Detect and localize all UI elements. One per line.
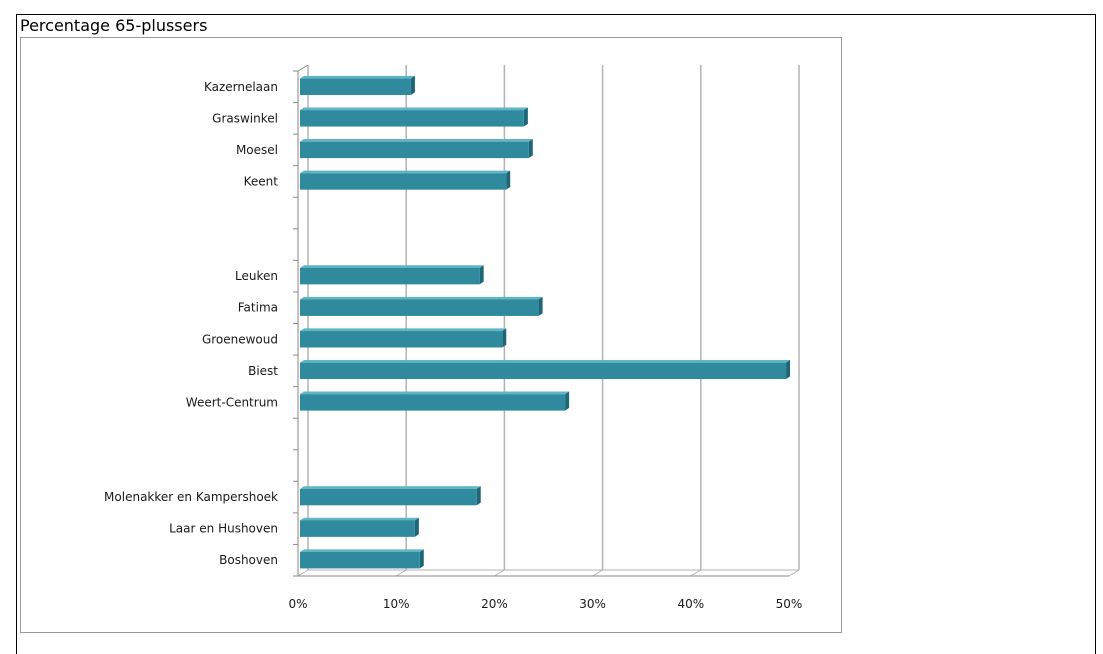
bar-end-face: [419, 549, 424, 569]
bar-top-face: [300, 391, 570, 395]
bar: [300, 520, 415, 537]
category-label: Kazernelaan: [204, 80, 278, 94]
bar-top-face: [300, 549, 424, 553]
outer-frame: [16, 14, 1096, 654]
bar: [300, 362, 787, 380]
x-tick-label: 40%: [677, 597, 704, 611]
category-label: Weert-Centrum: [186, 395, 278, 409]
floor-gridline: [592, 569, 603, 577]
bar-end-face: [565, 391, 570, 411]
bar-end-face: [538, 296, 543, 316]
category-label: Molenakker en Kampershoek: [104, 490, 278, 504]
bar: [300, 78, 411, 95]
x-tick-label: 30%: [579, 597, 606, 611]
category-label: Keent: [244, 174, 279, 188]
bar-chart: 0% 10% 20% 30% 40% 50% Kazernelaan Graswinkel Mo…: [104, 64, 803, 611]
bar-top-face: [300, 328, 507, 332]
page-caption: Percentage 65-plussers: [20, 16, 208, 35]
bar-top-face: [300, 265, 484, 268]
bar-top-face: [300, 517, 419, 521]
category-label: Moesel: [236, 143, 278, 157]
category-label: Groenewoud: [202, 332, 278, 346]
bar-end-face: [410, 75, 415, 95]
bar-top-face: [300, 359, 791, 363]
bar-top-face: [300, 75, 415, 79]
x-tick-label: 0%: [288, 597, 307, 611]
bar-top-face: [300, 170, 511, 174]
floor-gridline: [297, 569, 309, 577]
category-label: Leuken: [235, 269, 278, 283]
bar-end-face: [479, 265, 484, 285]
bar: [300, 141, 529, 159]
bar-end-face: [502, 328, 507, 348]
bar: [300, 394, 566, 411]
bar: [300, 488, 477, 506]
bar-end-face: [523, 107, 528, 127]
x-tick-label: 10%: [383, 597, 410, 611]
floor-gridline: [788, 569, 800, 577]
chart-container: 0% 10% 20% 30% 40% 50% Kazernelaan Graswinkel Mo…: [20, 37, 842, 633]
x-tick-label: 50%: [776, 597, 803, 611]
category-label: Laar en Hushoven: [169, 522, 278, 536]
category-label: Fatima: [238, 301, 278, 315]
y-axis-top-edge: [297, 64, 309, 72]
floor-gridline: [690, 569, 702, 577]
category-label: Biest: [248, 364, 278, 378]
bar: [300, 552, 420, 569]
bar-end-face: [414, 517, 419, 537]
bar-end-face: [506, 170, 511, 190]
bar: [300, 299, 539, 316]
bar: [300, 267, 480, 285]
bar-top-face: [300, 486, 481, 489]
bar-top-face: [300, 107, 528, 111]
bar-end-face: [528, 139, 533, 159]
bar: [300, 173, 507, 190]
category-label: Graswinkel: [212, 111, 278, 125]
bar: [300, 110, 524, 127]
bar: [300, 331, 503, 348]
bar-top-face: [300, 139, 533, 142]
bar-end-face: [476, 486, 481, 506]
bar-end-face: [786, 359, 791, 380]
floor-gridline: [395, 569, 407, 577]
category-label: Boshoven: [219, 553, 278, 567]
floor-gridline: [494, 569, 505, 577]
x-tick-label: 20%: [481, 597, 508, 611]
bar-top-face: [300, 296, 543, 300]
